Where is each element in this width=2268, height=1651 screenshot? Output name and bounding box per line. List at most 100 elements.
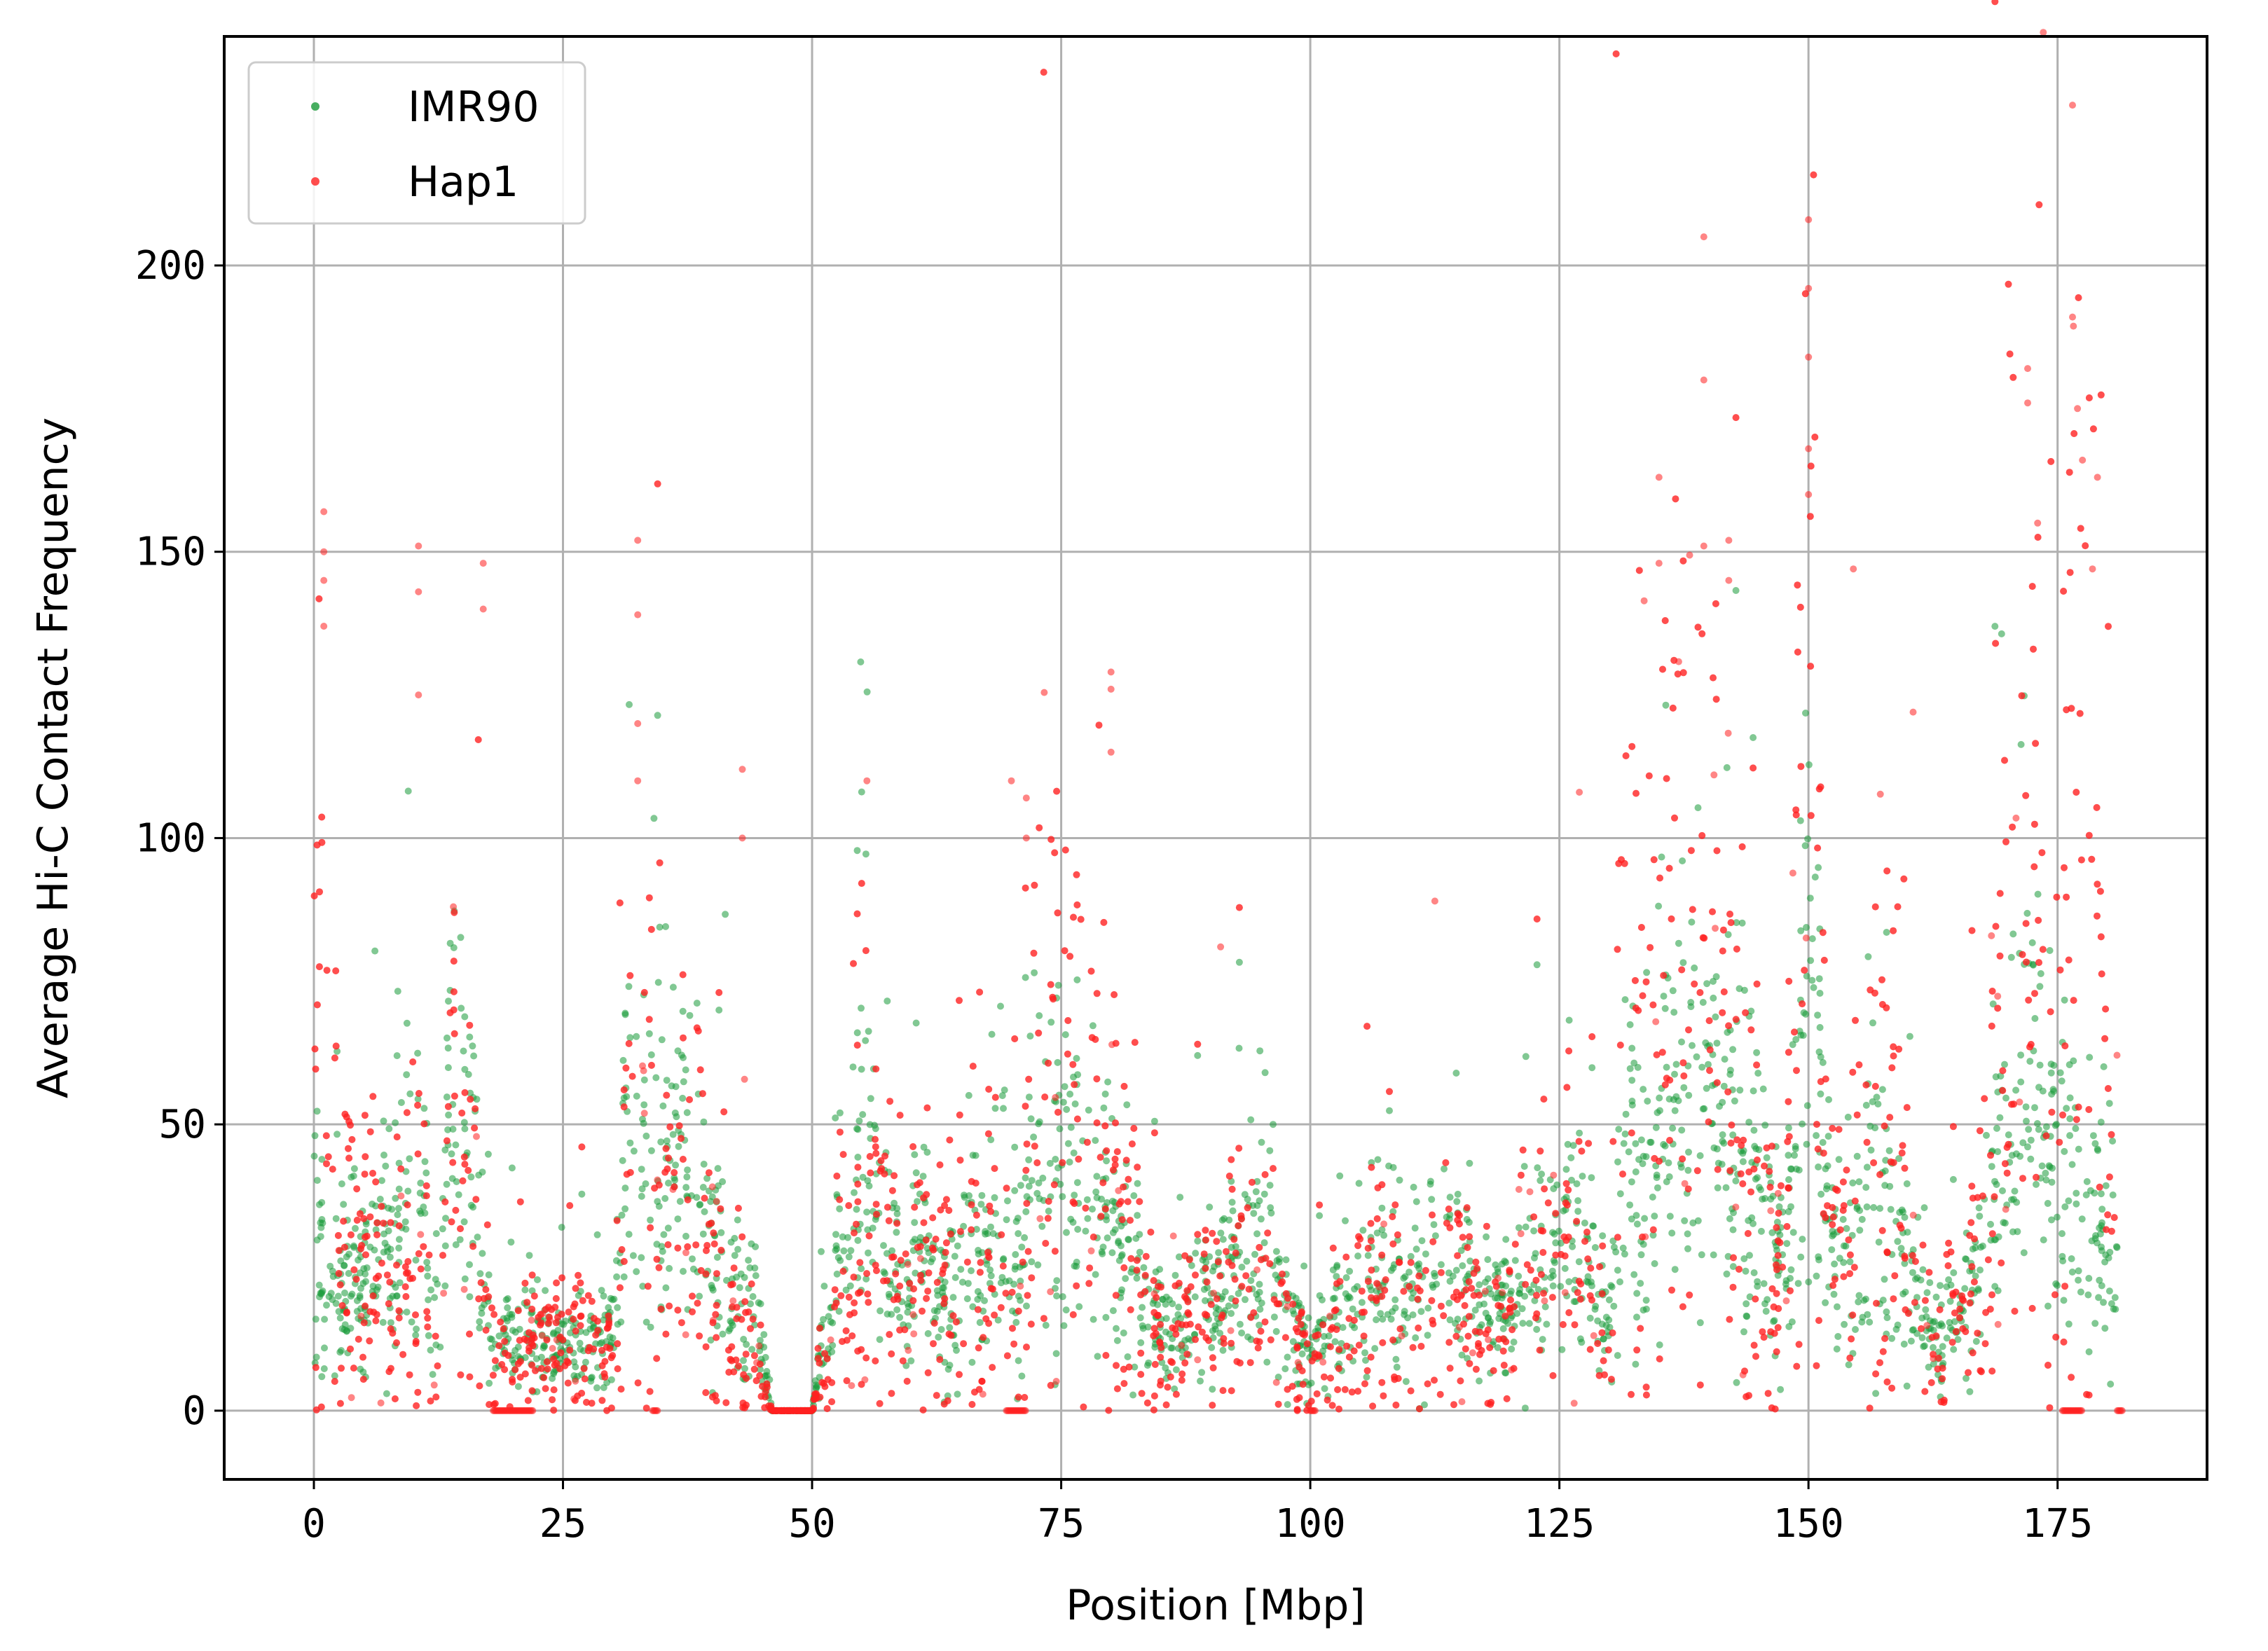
imr90-point [1026,1032,1034,1040]
imr90-point [423,1259,431,1266]
imr90-point [1064,1140,1072,1147]
hap1-point [483,1221,491,1229]
imr90-point [1757,1227,1765,1235]
imr90-point [1162,1364,1169,1372]
imr90-point [999,1256,1007,1264]
imr90-point [1118,1251,1126,1259]
imr90-point [461,1065,469,1073]
imr90-point [528,1287,536,1294]
imr90-point [1736,985,1743,993]
imr90-point [1817,1090,1824,1098]
imr90-point [1092,1188,1100,1196]
imr90-point [1640,1086,1647,1093]
imr90-point [682,1232,689,1240]
imr90-point [858,1065,865,1073]
imr90-point [914,1198,921,1206]
imr90-point [1750,1126,1758,1134]
imr90-point [1143,1362,1151,1369]
hap1-point [1752,1295,1759,1303]
imr90-point [1904,1229,1911,1236]
imr90-point [1698,1063,1706,1071]
imr90-point [924,1329,932,1337]
imr90-point [2046,947,2054,954]
imr90-point [1900,1340,1908,1348]
imr90-point [1903,1382,1911,1390]
imr90-point [2009,1228,2016,1236]
imr90-point [1316,1212,1324,1220]
imr90-point [1539,1336,1546,1343]
hap1-point [1686,1291,1693,1299]
imr90-point [1817,1053,1824,1061]
imr90-point [2025,1126,2033,1133]
imr90-point [504,1304,511,1311]
imr90-point [693,1000,701,1007]
imr90-point [408,1318,415,1326]
imr90-point [1011,1143,1019,1151]
imr90-point [1793,1166,1800,1173]
imr90-point [1963,1374,1970,1382]
hap1-point [1515,1186,1523,1193]
imr90-point [455,1191,462,1198]
imr90-point [1822,1299,1829,1306]
imr90-point [460,1119,468,1126]
imr90-point [2100,1063,2108,1070]
imr90-point [696,1292,703,1300]
imr90-point [1247,1277,1255,1285]
imr90-point [1637,1136,1645,1144]
hap1-point [1293,1344,1301,1352]
imr90-point [1579,1173,1586,1180]
hap1-point [1849,1311,1857,1319]
hap1-point [717,1205,724,1213]
imr90-point [2066,1132,2074,1140]
imr90-point [572,1363,579,1371]
imr90-point [403,1071,411,1079]
imr90-point [1522,1053,1530,1061]
imr90-point [470,1052,478,1060]
hap1-point [755,1342,763,1350]
imr90-point [1518,1305,1526,1313]
imr90-point [1551,1230,1558,1238]
imr90-point [2033,1120,2041,1127]
imr90-point [946,1324,954,1332]
imr90-point [1025,1156,1033,1163]
hap1-point [1261,1170,1269,1178]
hap1-point [1845,1236,1853,1244]
imr90-point [1710,1251,1717,1259]
imr90-point [1466,1257,1474,1265]
imr90-point [1950,1269,1958,1276]
hap1-point [607,1404,615,1412]
imr90-point [1943,1334,1951,1342]
imr90-point [2085,1275,2093,1282]
hap1-point [1988,1367,1996,1375]
imr90-point [1669,987,1677,995]
imr90-point [1303,1345,1311,1353]
imr90-point [2053,1121,2060,1128]
imr90-point [1788,1166,1795,1173]
imr90-point [443,1093,451,1101]
hap1-point [1464,1332,1472,1340]
hap1-point [1853,1111,1861,1119]
imr90-point [1918,1334,1926,1341]
imr90-point [495,1332,503,1340]
hap1-point [1640,597,1648,605]
hap1-point [393,1262,400,1269]
imr90-point [1206,1203,1214,1211]
hap1-point [920,1219,928,1227]
imr90-point [1235,958,1243,966]
imr90-point [654,1198,661,1206]
imr90-point [478,1309,486,1317]
imr90-point [476,1270,484,1278]
imr90-point [1253,1202,1261,1209]
imr90-point [1987,1220,1994,1228]
imr90-point [1775,1203,1783,1210]
hap1-point [1550,1171,1558,1179]
hap1-point [1120,1264,1128,1271]
imr90-point [1897,1245,1905,1252]
imr90-point [920,1143,928,1151]
hap1-point [525,1347,532,1355]
hap1-point [477,1279,485,1287]
hap1-point [369,1292,377,1299]
hap1-point [1544,1199,1552,1207]
imr90-point [1808,935,1816,943]
imr90-point [1342,1274,1350,1281]
